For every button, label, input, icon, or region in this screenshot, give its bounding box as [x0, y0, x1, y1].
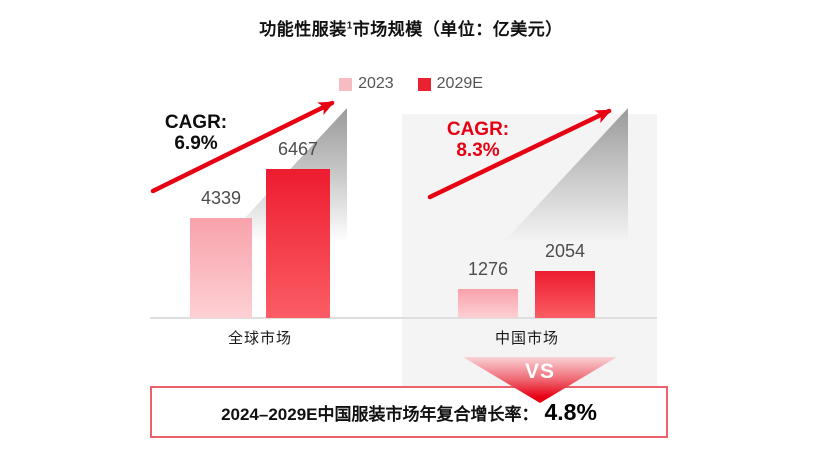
china-growth-arrow-icon: [423, 95, 628, 210]
title-text-right: 市场规模（单位：亿美元）: [352, 20, 563, 39]
china-cagr-value: 8.3%: [456, 140, 500, 161]
legend: 2023 2029E: [0, 75, 822, 93]
title-text-left: 功能性服装: [259, 20, 347, 39]
legend-label-2029e: 2029E: [436, 75, 483, 92]
title-footnote-superscript: 1: [346, 20, 353, 32]
legend-swatch-2029e-icon: [417, 77, 431, 91]
legend-label-2023: 2023: [358, 75, 394, 92]
global-2023-value-label: 4339: [200, 188, 242, 208]
global-axis-label: 全球市场: [227, 330, 292, 347]
page-title: 功能性服装1市场规模（单位：亿美元）: [0, 15, 822, 40]
x-axis-line: [150, 317, 657, 319]
legend-swatch-2023-icon: [339, 77, 353, 91]
summary-banner-text: 2024–2029E中国服装市场年复合增长率：: [221, 404, 539, 424]
global-2029e-bar: [266, 169, 330, 318]
global-cagr-value: 6.9%: [174, 133, 218, 154]
china-2029e-value-label: 2054: [544, 241, 586, 261]
global-growth-arrow-icon: [146, 88, 351, 203]
china-cagr-label: CAGR:: [446, 119, 510, 140]
china-2029e-bar: [535, 271, 595, 318]
china-cagr-annotation: CAGR: 8.3%: [423, 119, 533, 161]
global-cagr-label: CAGR:: [164, 112, 228, 133]
summary-banner-value: 4.8%: [544, 398, 597, 425]
summary-banner: 2024–2029E中国服装市场年复合增长率： 4.8%: [150, 386, 668, 438]
global-2029e-value-label: 6467: [277, 139, 319, 159]
legend-item-2023: 2023: [339, 75, 394, 93]
global-cagr-annotation: CAGR: 6.9%: [141, 112, 251, 154]
china-axis-label: 中国市场: [494, 330, 559, 347]
global-2023-bar: [190, 218, 252, 318]
china-2023-bar: [458, 289, 518, 318]
china-2023-value-label: 1276: [467, 259, 509, 279]
legend-item-2029e: 2029E: [417, 75, 483, 93]
vs-label: VS: [524, 360, 555, 383]
